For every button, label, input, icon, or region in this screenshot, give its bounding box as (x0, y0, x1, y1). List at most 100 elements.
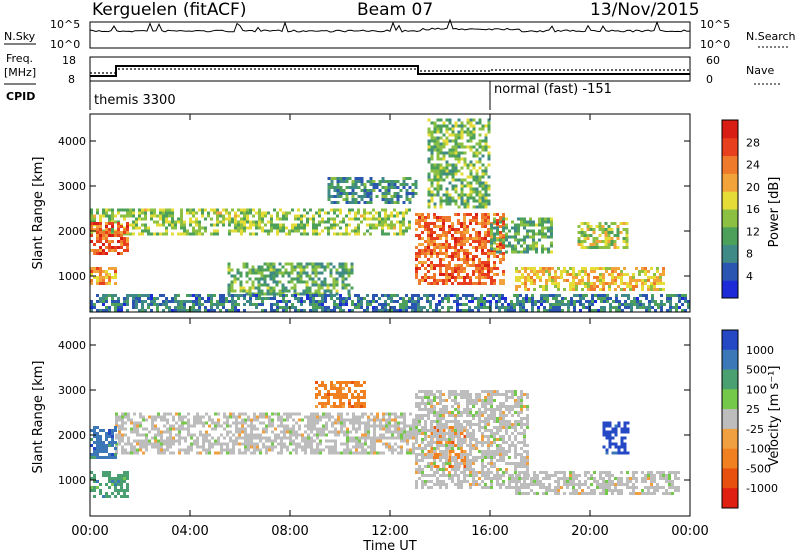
heatmap-cell (433, 282, 436, 285)
heatmap-cell (303, 226, 306, 230)
heatmap-cell (475, 205, 479, 209)
heatmap-cell (427, 139, 431, 143)
heatmap-cell (418, 423, 421, 426)
heatmap-cell (439, 267, 442, 270)
heatmap-cell (390, 223, 393, 227)
heatmap-cell (608, 273, 611, 276)
heatmap-cell (550, 250, 553, 254)
heatmap-cell (408, 198, 412, 201)
heatmap-cell (681, 297, 684, 300)
heatmap-cell (406, 448, 409, 452)
heatmap-cell (433, 145, 437, 149)
heatmap-cell (472, 438, 475, 441)
heatmap-cell (226, 433, 229, 437)
heatmap-cell (247, 424, 250, 428)
heatmap-cell (267, 229, 270, 233)
heatmap-cell (396, 211, 399, 215)
heatmap-cell (262, 430, 265, 434)
heatmap-cell (239, 271, 243, 275)
heatmap-cell (656, 276, 659, 279)
heatmap-cell (599, 288, 602, 291)
heatmap-cell (180, 306, 183, 309)
heatmap-cell (433, 429, 436, 432)
heatmap-cell (539, 270, 542, 273)
heatmap-cell (391, 436, 394, 440)
heatmap-cell (382, 433, 385, 437)
heatmap-cell (105, 234, 108, 237)
heatmap-cell (639, 303, 642, 306)
heatmap-cell (433, 139, 437, 143)
heatmap-cell (339, 195, 343, 198)
heatmap-cell (445, 216, 448, 219)
heatmap-cell (303, 309, 306, 312)
heatmap-cell (123, 474, 126, 477)
heatmap-cell (454, 270, 457, 273)
heatmap-cell (216, 217, 219, 221)
heatmap-cell (448, 447, 451, 450)
heatmap-cell (339, 232, 342, 236)
heatmap-cell (230, 280, 234, 284)
heatmap-cell (633, 303, 636, 306)
heatmap-cell (276, 232, 279, 236)
heatmap-cell (241, 427, 244, 431)
heatmap-cell (96, 276, 99, 279)
heatmap-cell (299, 268, 303, 272)
heatmap-cell (421, 483, 424, 486)
heatmap-cell (205, 451, 208, 455)
heatmap-cell (472, 483, 475, 486)
heatmap-cell (578, 273, 581, 276)
heatmap-cell (232, 421, 235, 425)
heatmap-cell (387, 309, 390, 312)
heatmap-cell (580, 234, 584, 237)
heatmap-cell (102, 429, 105, 432)
heatmap-cell (618, 303, 621, 306)
heatmap-cell (607, 240, 611, 243)
heatmap-cell (424, 420, 427, 423)
heatmap-cell (114, 489, 117, 492)
heatmap-cell (430, 468, 433, 471)
heatmap-cell (493, 217, 496, 221)
heatmap-cell (336, 186, 340, 189)
heatmap-cell (332, 277, 336, 281)
heatmap-cell (105, 294, 108, 297)
heatmap-cell (381, 309, 384, 312)
heatmap-cell (430, 249, 433, 252)
heatmap-cell (295, 436, 298, 440)
heatmap-cell (442, 258, 445, 261)
heatmap-cell (481, 267, 484, 270)
heatmap-cell (333, 211, 336, 215)
heatmap-cell (430, 163, 434, 167)
heatmap-cell (312, 300, 315, 303)
heatmap-cell (139, 421, 142, 425)
heatmap-cell (147, 297, 150, 300)
heatmap-cell (451, 163, 455, 167)
heatmap-cell (105, 300, 108, 303)
heatmap-cell (330, 195, 334, 198)
heatmap-cell (588, 300, 591, 303)
heatmap-cell (625, 222, 629, 225)
heatmap-cell (499, 216, 502, 219)
heatmap-cell (436, 166, 440, 170)
heatmap-cell (326, 286, 330, 290)
heatmap-cell (481, 453, 484, 456)
heatmap-cell (367, 433, 370, 437)
heatmap-cell (436, 438, 439, 441)
heatmap-cell (430, 423, 433, 426)
heatmap-cell (502, 226, 505, 230)
heatmap-cell (348, 405, 351, 408)
heatmap-cell (580, 246, 584, 249)
heatmap-cell (454, 393, 457, 396)
heatmap-cell (118, 433, 121, 437)
heatmap-cell (560, 273, 563, 276)
heatmap-cell (342, 396, 345, 399)
heatmap-cell (384, 303, 387, 306)
heatmap-cell (334, 445, 337, 449)
heatmap-cell (284, 286, 288, 290)
heatmap-cell (322, 448, 325, 452)
heatmap-cell (202, 424, 205, 428)
heatmap-cell (669, 300, 672, 303)
heatmap-cell (442, 264, 445, 267)
heatmap-cell (457, 178, 461, 182)
heatmap-cell (457, 258, 460, 261)
heatmap-cell (256, 427, 259, 431)
